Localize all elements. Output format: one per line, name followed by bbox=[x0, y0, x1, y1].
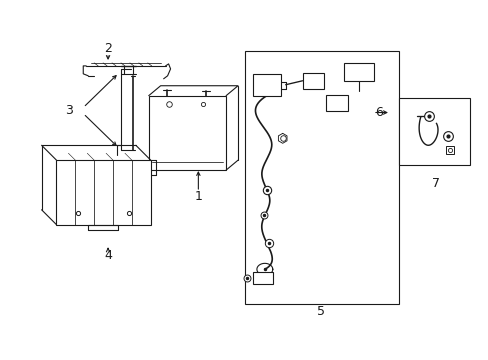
Bar bbox=[344, 63, 373, 81]
Bar bbox=[244, 51, 398, 304]
Text: 6: 6 bbox=[374, 106, 382, 119]
Bar bbox=[325, 95, 347, 111]
Bar bbox=[252, 272, 272, 284]
Text: 4: 4 bbox=[104, 249, 112, 262]
Text: 5: 5 bbox=[317, 306, 325, 319]
Bar bbox=[446, 146, 453, 154]
Bar bbox=[56, 160, 150, 225]
Text: 3: 3 bbox=[65, 104, 73, 117]
Text: 1: 1 bbox=[194, 190, 202, 203]
Bar bbox=[398, 98, 469, 165]
Bar bbox=[148, 96, 225, 170]
Text: 2: 2 bbox=[104, 41, 112, 54]
Bar bbox=[302, 73, 324, 89]
Text: 7: 7 bbox=[430, 177, 439, 190]
Bar bbox=[252, 74, 280, 96]
